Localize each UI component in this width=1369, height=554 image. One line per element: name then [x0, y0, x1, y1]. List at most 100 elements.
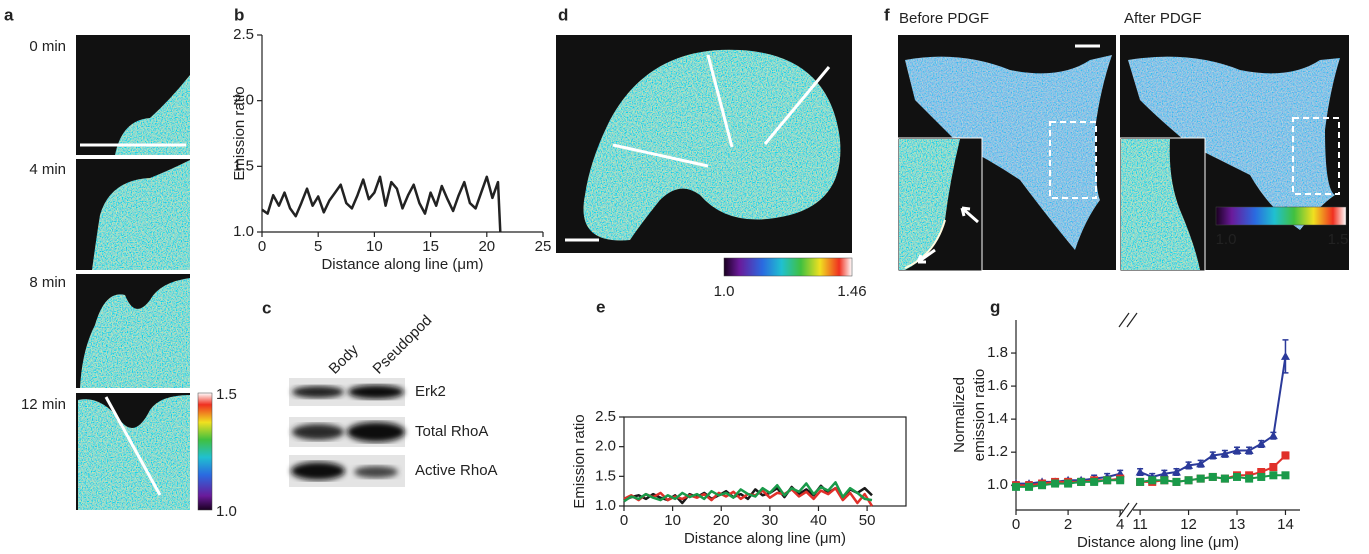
- marker: [1245, 474, 1254, 483]
- cell: [80, 278, 190, 388]
- marker: [1280, 351, 1290, 360]
- arrow: [916, 248, 936, 264]
- chart: 1.0 1.5 2.0 2.5 0 5 10 15 20 25 Distance along lin…: [231, 26, 551, 273]
- series-line: [623, 481, 873, 503]
- chart: 1.0 1.5 2.0 2.5 0 10 20 30 40 50 Distance along li…: [571, 408, 907, 547]
- marker: [1269, 471, 1278, 480]
- line-scan: [612, 143, 709, 168]
- panel-label: g: [990, 297, 1000, 316]
- image-title: Before PDGF: [899, 10, 989, 27]
- colorbar: [1215, 206, 1347, 226]
- marker: [1184, 476, 1193, 485]
- panel-label: b: [234, 5, 244, 24]
- band: [292, 386, 344, 398]
- cell: [92, 160, 190, 270]
- marker: [1051, 479, 1060, 488]
- line-scan: [763, 66, 831, 145]
- marker: [1136, 477, 1145, 486]
- column-label: Pseudopod: [370, 312, 436, 378]
- x-tick-label: 30: [762, 512, 779, 529]
- line-scan: [104, 396, 162, 496]
- x-tick-label: 25: [535, 238, 552, 255]
- edge: [904, 219, 946, 269]
- time-label: 8 min: [29, 274, 66, 291]
- band: [291, 462, 345, 480]
- x-tick-label: 5: [314, 238, 322, 255]
- marker: [1269, 463, 1278, 472]
- time-label: 4 min: [29, 161, 66, 178]
- marker: [1208, 472, 1217, 481]
- colorbar-label: 1.5: [216, 386, 237, 403]
- x-tick-label: 15: [422, 238, 439, 255]
- x-tick-label: 4: [1116, 516, 1124, 533]
- marker: [1172, 477, 1181, 486]
- marker: [1159, 469, 1169, 478]
- band: [292, 424, 344, 440]
- band: [348, 385, 404, 399]
- y-axis-label: Emission ratio: [571, 414, 588, 508]
- x-axis-label: Distance along line (μm): [1077, 534, 1239, 551]
- marker: [1220, 474, 1229, 483]
- marker: [1160, 476, 1169, 485]
- x-tick-label: 10: [366, 238, 383, 255]
- y-tick-label: 1.8: [987, 344, 1008, 361]
- panel-label: f: [884, 5, 890, 24]
- panel-label: e: [596, 297, 605, 316]
- line-scan: [706, 54, 734, 148]
- marker: [1038, 481, 1047, 490]
- y-tick-label: 2.5: [595, 408, 616, 425]
- band: [347, 422, 405, 442]
- series-line: [261, 175, 502, 233]
- x-tick-label: 0: [258, 238, 266, 255]
- arrow: [960, 206, 979, 224]
- panel-f: Before PDGF After PDGF 1.0 1.5: [897, 10, 1349, 272]
- colorbar: [723, 257, 853, 277]
- y-axis-label: emission ratio: [971, 369, 988, 462]
- x-tick-label: 12: [1180, 516, 1197, 533]
- y-tick-label: 1.5: [595, 467, 616, 484]
- cell: [78, 395, 190, 510]
- marker: [1268, 431, 1278, 440]
- x-axis-label: Distance along line (μm): [321, 256, 483, 273]
- column-label: Body: [326, 341, 363, 378]
- marker: [1232, 446, 1242, 455]
- x-tick-label: 40: [810, 512, 827, 529]
- y-tick-label: 1.2: [987, 443, 1008, 460]
- y-tick-label: 2.0: [595, 438, 616, 455]
- marker: [1233, 472, 1242, 481]
- row-label: Erk2: [415, 383, 446, 400]
- colorbar: [197, 392, 213, 511]
- cell: [1121, 139, 1200, 270]
- x-tick-label: 11: [1132, 516, 1148, 533]
- marker: [1064, 479, 1073, 488]
- axis-break: [1118, 312, 1130, 328]
- panel-c: Body Pseudopod Erk2 Total RhoA Active Rh…: [289, 312, 498, 487]
- marker: [1208, 450, 1218, 459]
- cell: [1128, 56, 1340, 230]
- inset-box: [1049, 121, 1097, 199]
- axis-break: [1126, 312, 1138, 328]
- row-label: Total RhoA: [415, 423, 488, 440]
- x-tick-label: 0: [1012, 516, 1020, 533]
- inset-box: [1292, 117, 1340, 195]
- marker: [1090, 477, 1099, 486]
- marker: [1135, 467, 1145, 476]
- marker: [1281, 451, 1290, 460]
- marker: [1148, 476, 1157, 485]
- image-title: After PDGF: [1124, 10, 1202, 27]
- panel-a: 0 min 4 min 8 min 12 min 1.5 1.0: [21, 35, 237, 520]
- marker: [1116, 476, 1125, 485]
- y-tick-label: 1.0: [595, 497, 616, 514]
- time-label: 12 min: [21, 396, 66, 413]
- band: [354, 466, 398, 478]
- time-label: 0 min: [29, 38, 66, 55]
- marker: [1257, 472, 1266, 481]
- cell: [583, 49, 841, 241]
- row-label: Active RhoA: [415, 462, 498, 479]
- marker: [1220, 449, 1230, 458]
- marker: [1257, 468, 1266, 476]
- y-tick-label: 2.0: [233, 92, 254, 109]
- marker: [1077, 477, 1086, 486]
- x-tick-label: 0: [620, 512, 628, 529]
